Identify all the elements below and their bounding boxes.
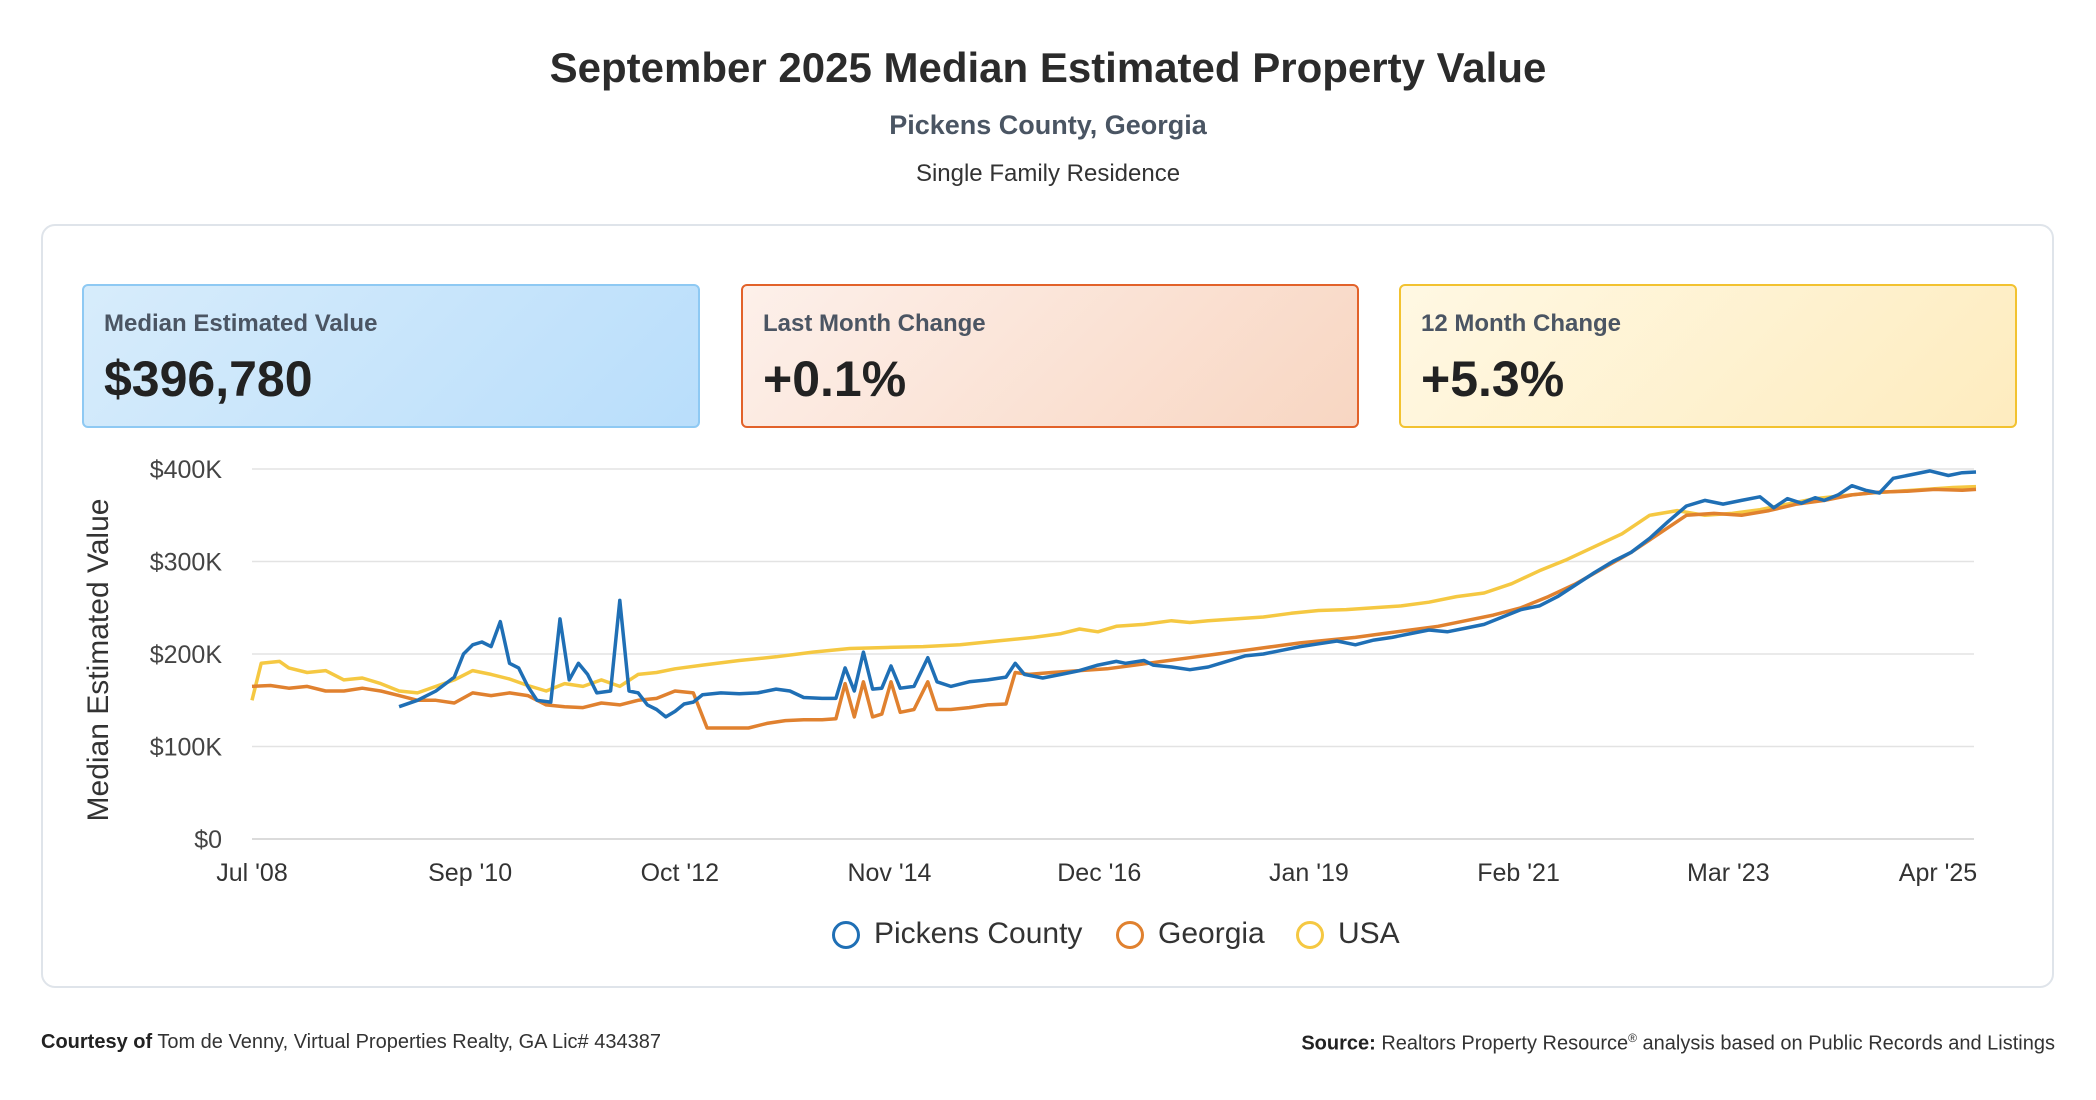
last-month-change-card: Last Month Change +0.1% [741, 284, 1359, 428]
y-axis-label: Median Estimated Value [82, 499, 115, 822]
source-rest: analysis based on Public Records and Lis… [1636, 1032, 2055, 1055]
page-title: September 2025 Median Estimated Property… [549, 44, 1547, 91]
legend-pickens-marker-icon [832, 921, 860, 949]
source-text: Realtors Property Resource [1381, 1032, 1629, 1055]
median-value-label: Median Estimated Value [104, 310, 378, 337]
legend-georgia-marker-icon [1116, 921, 1144, 949]
courtesy-text: Tom de Venny, Virtual Properties Realty,… [157, 1031, 661, 1053]
y-tick-label: $200K [150, 641, 223, 669]
legend-usa-marker-icon [1296, 921, 1324, 949]
y-tick-label: $300K [150, 549, 223, 577]
source-footer: Source: Realtors Property Resource® anal… [1301, 1031, 2055, 1056]
x-tick-label: Mar '23 [1687, 859, 1770, 887]
series-line-georgia [251, 487, 1977, 730]
series-lines [250, 469, 1977, 730]
legend-pickens-label: Pickens County [874, 917, 1083, 950]
x-tick-label: Nov '14 [847, 859, 931, 887]
location-subtitle: Pickens County, Georgia [889, 110, 1207, 140]
x-tick-label: Jul '08 [216, 859, 287, 887]
courtesy-footer: Courtesy of Tom de Venny, Virtual Proper… [41, 1031, 661, 1054]
last-month-change-value: +0.1% [763, 351, 907, 407]
legend-georgia-label: Georgia [1158, 917, 1265, 950]
legend-usa-label: USA [1338, 917, 1400, 950]
x-tick-label: Sep '10 [428, 859, 512, 887]
x-tick-label: Apr '25 [1899, 859, 1977, 887]
y-tick-label: $100K [150, 734, 223, 762]
property-type-label: Single Family Residence [915, 160, 1181, 187]
median-value: $396,780 [104, 351, 313, 407]
x-tick-label: Dec '16 [1057, 859, 1141, 887]
x-tick-label: Jan '19 [1269, 859, 1349, 887]
twelve-month-change-label: 12 Month Change [1421, 310, 1622, 337]
courtesy-label: Courtesy of [41, 1031, 153, 1053]
y-tick-labels: $0 $100K $200K $300K $400K [150, 456, 223, 854]
x-tick-label: Feb '21 [1477, 859, 1560, 887]
x-tick-labels: Jul '08 Sep '10 Oct '12 Nov '14 Dec '16 Jan '… [216, 859, 1977, 887]
grid-lines [252, 468, 1974, 840]
y-tick-label: $400K [150, 456, 223, 484]
x-tick-label: Oct '12 [641, 859, 719, 887]
twelve-month-change-card: 12 Month Change +5.3% [1399, 284, 2017, 428]
last-month-change-label: Last Month Change [763, 310, 986, 337]
chart-legend: Pickens County Georgia USA [0, 915, 2096, 959]
y-tick-label: $0 [194, 826, 222, 854]
source-label: Source: [1301, 1032, 1376, 1055]
source-registered-mark: ® [1628, 1031, 1637, 1045]
twelve-month-change-value: +5.3% [1421, 351, 1565, 407]
series-line-pickens [398, 469, 1977, 719]
median-value-card: Median Estimated Value $396,780 [82, 284, 700, 428]
